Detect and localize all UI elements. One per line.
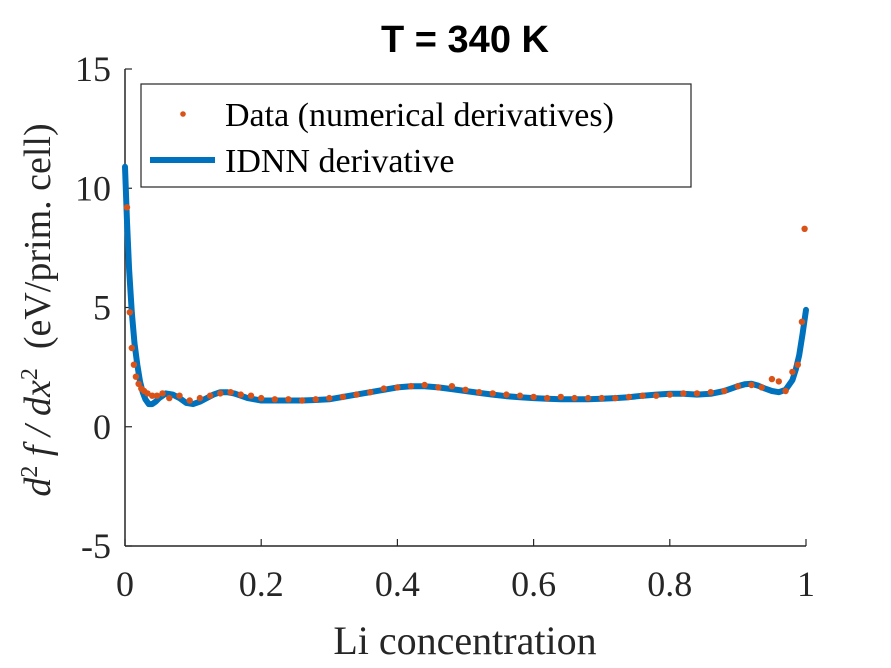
data-point [298,397,306,404]
data-point [227,389,234,396]
data-point [123,204,131,211]
y-tick-label: 5 [93,288,111,328]
data-point [475,389,483,396]
y-label-units: (eV/prim. cell) [17,123,59,368]
data-point [153,392,161,399]
data-point [130,361,138,368]
data-point [126,309,133,316]
plot-content [122,163,809,408]
data-point [775,378,782,385]
y-ticks: -5 0 5 10 15 [75,49,132,566]
data-point [326,394,333,402]
data-point [544,394,551,402]
data-point [625,393,633,401]
data-point [666,391,673,398]
data-point [166,394,173,402]
data-point [721,387,728,395]
data-point [217,390,224,397]
x-tick-label: 1 [797,564,815,604]
legend-box [140,83,692,188]
data-point [462,386,469,393]
y-label-exp2: 2 [17,368,43,380]
x-ticks: 0 0.2 0.4 0.6 0.8 1 [116,539,815,604]
data-point [285,396,292,403]
chart-title: T = 340 K [381,19,549,61]
y-label-exp1: 2 [17,466,43,478]
data-point [489,390,496,397]
data-point [557,393,564,401]
x-tick-label: 0.8 [647,564,692,604]
data-point [768,375,776,383]
data-point [237,391,244,398]
data-point [680,390,687,397]
y-label-d1: d [17,477,59,497]
data-point [394,384,401,391]
legend: Data (numerical derivatives) IDNN deriva… [140,83,692,188]
y-tick-label: -5 [81,526,111,566]
data-point [132,373,140,380]
data-point [448,383,456,390]
data-point [693,390,701,397]
data-point [758,384,765,391]
data-point [149,392,156,399]
data-point [639,392,646,399]
data-point [128,344,135,352]
data-point [782,387,789,395]
data-point [206,392,214,399]
data-point [186,397,193,404]
x-axis-label: Li concentration [333,618,596,663]
data-point [367,389,374,396]
y-tick-label: 0 [93,407,111,447]
data-point [748,381,755,389]
data-point [598,394,605,402]
data-point [312,396,319,403]
data-point [789,368,796,376]
y-axis-label: d2 f / dx2 (eV/prim. cell) [17,123,59,496]
data-point [196,394,204,402]
data-point [612,394,619,402]
data-point [135,380,142,387]
data-point [530,393,537,401]
legend-label-idnn: IDNN derivative [225,143,454,180]
data-point [339,393,347,401]
legend-label-data: Data (numerical derivatives) [225,97,614,134]
data-point [407,383,415,390]
data-point [516,392,524,399]
data-point [421,381,428,389]
x-tick-label: 0 [116,564,134,604]
data-point [353,391,360,398]
data-point [258,394,265,402]
data-point [584,394,592,402]
legend-marker-data [180,111,186,117]
data-point [734,383,742,390]
data-point [798,318,806,325]
data-point [653,392,660,399]
data-point [247,392,255,399]
y-tick-label: 10 [75,168,111,208]
data-point [380,385,387,392]
data-point [271,396,278,403]
data-point [503,391,510,398]
x-tick-label: 0.2 [239,564,284,604]
data-point [794,361,801,368]
data-point [571,394,578,402]
data-point [159,390,166,397]
y-tick-label: 15 [75,49,111,89]
data-point [801,225,808,232]
x-tick-label: 0.4 [375,564,420,604]
x-tick-label: 0.6 [511,564,556,604]
data-point [435,384,442,391]
data-point [176,392,183,399]
y-label-fdx: f / dx [17,380,59,466]
data-point [707,389,714,396]
